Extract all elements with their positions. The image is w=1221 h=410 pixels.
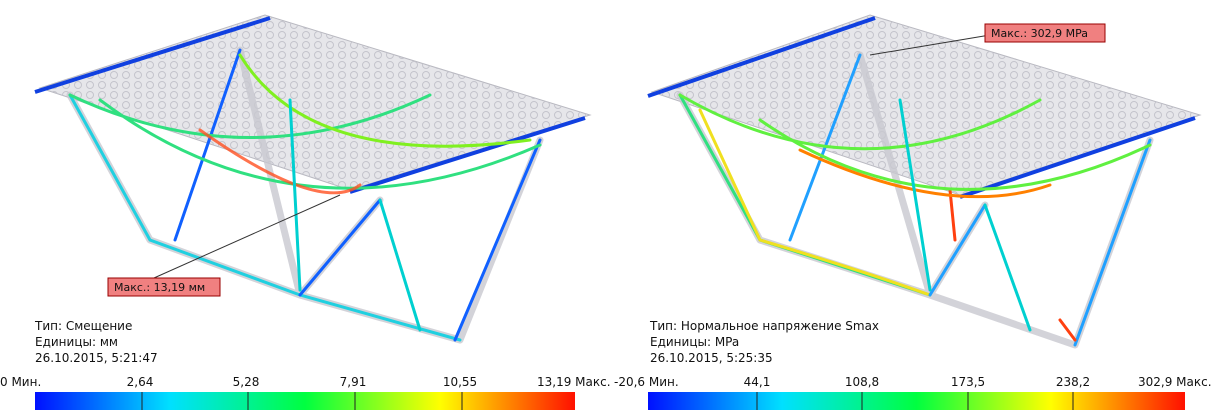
legend-label: 44,1 xyxy=(744,375,771,389)
info-type: Тип: Смещение xyxy=(34,319,132,333)
screen: Макс.: 13,19 мм Тип: Смещение Единицы: м… xyxy=(0,0,1221,410)
info-date: 26.10.2015, 5:25:35 xyxy=(650,351,773,365)
info-units: Единицы: MPa xyxy=(650,335,739,349)
info-date: 26.10.2015, 5:21:47 xyxy=(35,351,158,365)
legend-label: 10,55 xyxy=(443,375,477,389)
legend-label: -20,6 Мин. xyxy=(614,375,679,389)
legend-label: 302,9 Макс. xyxy=(1138,375,1212,389)
legend-label: 0 Мин. xyxy=(0,375,41,389)
legend-label: 5,28 xyxy=(233,375,260,389)
color-bar xyxy=(648,392,1185,410)
model-stress xyxy=(648,15,1200,345)
legend-label: 7,91 xyxy=(340,375,367,389)
legend-label: 2,64 xyxy=(127,375,154,389)
legend-label: 173,5 xyxy=(951,375,985,389)
legend-label: 108,8 xyxy=(845,375,879,389)
legend-label: 238,2 xyxy=(1056,375,1090,389)
max-label: Макс.: 13,19 мм xyxy=(114,281,205,294)
info-type: Тип: Нормальное напряжение Smax xyxy=(649,319,879,333)
max-label: Макс.: 302,9 MPa xyxy=(991,27,1088,40)
color-bar xyxy=(35,392,575,410)
legend-label: 13,19 Макс. xyxy=(537,375,611,389)
info-units: Единицы: мм xyxy=(35,335,118,349)
